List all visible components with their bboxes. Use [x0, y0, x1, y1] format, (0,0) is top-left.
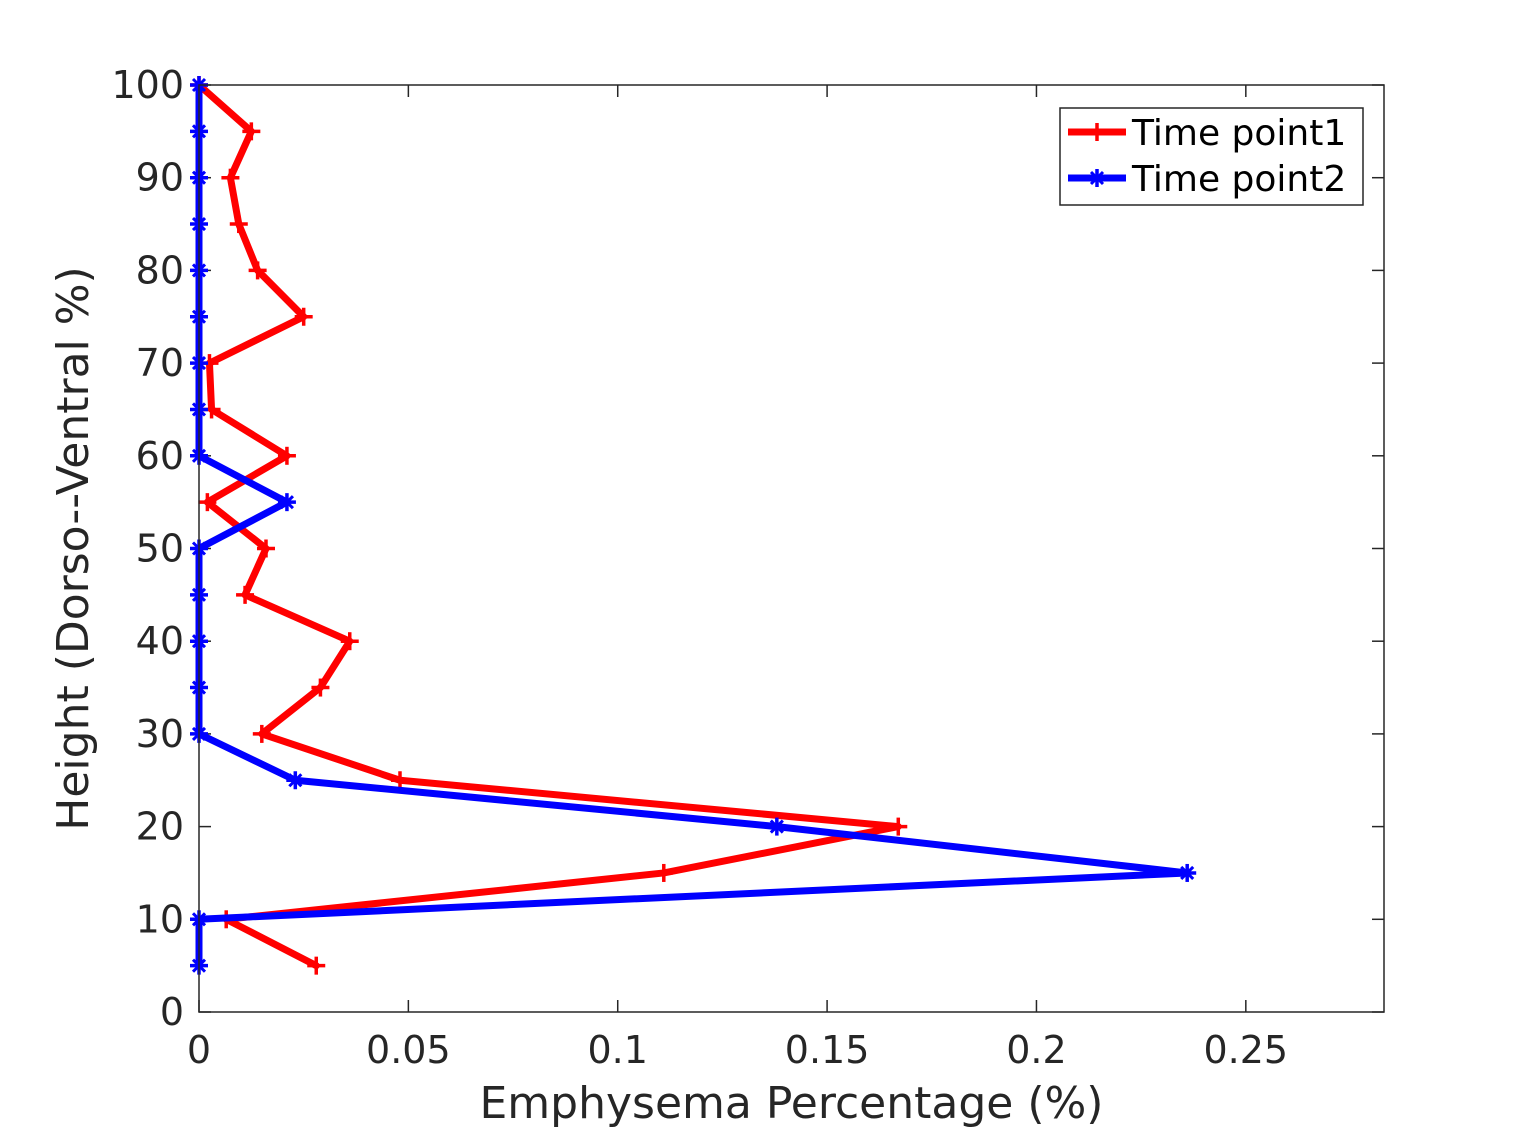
series-1-point: [242, 122, 261, 141]
legend: Time point1 Time point2: [1059, 107, 1364, 206]
series-1-point: [252, 724, 271, 743]
legend-label: Time point1: [1131, 113, 1346, 154]
x-tick-label: 0.2: [1006, 1028, 1066, 1072]
series-2-point: [286, 771, 305, 790]
y-tick-label: 80: [136, 248, 184, 292]
series-1-point: [294, 307, 313, 326]
axes-frame: [198, 84, 1385, 1013]
series-1-point: [221, 168, 240, 187]
series-1-point: [256, 539, 275, 558]
series-1-point: [248, 261, 267, 280]
series-1-point: [229, 215, 248, 234]
x-tick-label: 0: [187, 1028, 211, 1072]
series-1-point: [198, 493, 217, 512]
series-2-point: [767, 817, 786, 836]
y-tick-label: 30: [136, 712, 184, 756]
y-tick-label: 0: [160, 990, 184, 1034]
series-1-point: [889, 817, 908, 836]
x-tick-label: 0.1: [588, 1028, 648, 1072]
series-2-point-d2: [1180, 865, 1195, 881]
legend-entry-1: Time point1: [1068, 113, 1346, 154]
series-1-point: [236, 585, 255, 604]
y-tick-label: 90: [136, 156, 184, 200]
y-tick-label: 50: [136, 527, 184, 571]
y-tick-label: 60: [136, 434, 184, 478]
series-2-point: [277, 493, 296, 512]
series-1-point: [390, 771, 409, 790]
y-tick-label: 40: [136, 619, 184, 663]
series-2-point-d2: [279, 495, 294, 510]
x-tick-label: 0.15: [785, 1028, 870, 1072]
legend-swatch-marker: [1088, 169, 1106, 187]
y-tick-label: 10: [136, 897, 184, 941]
plot-area: [199, 85, 1384, 1012]
series-2-point: [1178, 863, 1197, 882]
series-1-point: [311, 678, 330, 697]
series-2-point-d2: [769, 819, 784, 834]
legend-entry-2: Time point2: [1068, 159, 1346, 200]
series-1-point: [654, 863, 673, 882]
legend-box: [1059, 107, 1364, 206]
x-tick-label: 0.05: [366, 1028, 451, 1072]
x-tick-label: 0.25: [1204, 1028, 1289, 1072]
legend-swatch-marker: [1088, 123, 1106, 141]
y-axis-label: Height (Dorso--Ventral %): [48, 266, 99, 830]
series-1-point: [277, 446, 296, 465]
y-tick-label: 20: [136, 805, 184, 849]
axis-ticks: 0 0.05 0.1 0.15 0.2 0.25 0 10 20 30 40 50 60 70 80 90 10…: [111, 63, 1384, 1072]
legend-label: Time point2: [1131, 159, 1346, 200]
y-tick-label: 100: [111, 63, 184, 107]
y-tick-label: 70: [136, 341, 184, 385]
legend-swatch-marker-d2: [1089, 170, 1105, 186]
series-2-point-d2: [288, 773, 303, 788]
series-1-point: [307, 956, 326, 975]
x-axis-label: Emphysema Percentage (%): [480, 1078, 1104, 1129]
series-1-point: [340, 632, 359, 651]
